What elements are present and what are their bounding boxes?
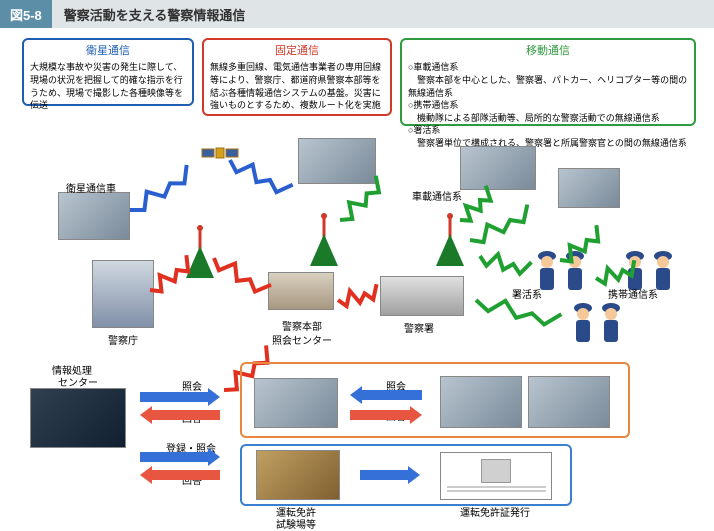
mobile-box-line2b: 機動隊による部隊活動等、局所的な警察活動での無線通信系 [408,112,688,125]
satellite-comm-box: 衛星通信 大規模な事故や災害の発生に際して、現場の状況を把握して的確な指示を行う… [22,38,194,106]
fixed-box-text: 無線多重回線、電気通信事業者の専用回線等により、警察庁、都道府県警察本部等を結ぶ… [210,61,384,111]
mobile-box-line3: ○署活系 [408,124,688,137]
comm-tower-3 [432,212,468,268]
helicopter-photo [298,138,376,184]
figure-title: 警察活動を支える警察情報通信 [52,5,246,24]
kaitou-label-3: 回答 [386,408,406,423]
mobile-box-title: 移動通信 [408,44,688,59]
police-label: 警察署 [404,320,434,335]
officer-icon [570,300,596,349]
figure-header: 図5-8 警察活動を支える警察情報通信 [0,0,714,28]
shoukai-label-2: 照会 [386,378,406,393]
license-label: 運転免許証発行 [460,504,530,519]
satcar-label: 衛星通信車 [66,180,116,195]
kaitou-label-2: 回答 [182,472,202,487]
fixed-box-title: 固定通信 [210,44,384,59]
mobile-comm-box: 移動通信 ○車載通信系 警察本部を中心とした、警察署、パトカー、ヘリコプター等の… [400,38,696,126]
satellite-icon [200,138,240,168]
satellite-box-text: 大規模な事故や災害の発生に際して、現場の状況を把握して的確な指示を行うため、現場… [30,61,186,111]
station-label: 署活系 [512,286,542,301]
satellite-car-photo [58,192,130,240]
comm-tower-1 [182,224,218,280]
police-station-photo [380,276,464,316]
officer-icon [562,248,588,297]
kaitou-label: 回答 [182,410,202,425]
figure-number: 図5-8 [0,0,52,28]
npa-building-photo [92,260,154,328]
inquiry-label: 照会センター [272,332,332,347]
processing-center-photo [30,388,126,448]
license-card [440,452,552,500]
npa-label: 警察庁 [108,332,138,347]
satellite-box-title: 衛星通信 [30,44,186,59]
inquiry-group-box [240,362,630,438]
patrol-car-photo [558,168,620,208]
hq-label: 警察本部 [282,318,322,333]
mobile-box-line1: ○車載通信系 [408,61,688,74]
portable-label: 携帯通信系 [608,286,658,301]
fixed-comm-box: 固定通信 無線多重回線、電気通信事業者の専用回線等により、警察庁、都道府県警察本… [202,38,392,116]
shoukai-label: 照会 [182,378,202,393]
mobile-box-line1b: 警察本部を中心とした、警察署、パトカー、ヘリコプター等の間の無線通信系 [408,74,688,99]
mobile-box-line2: ○携帯通信系 [408,99,688,112]
mobile-box-line3b: 警察署単位で構成される、警察署と所属警察官との間の無線通信系 [408,137,688,150]
ship-photo [460,146,536,190]
hq-building-photo [268,272,334,310]
touroku-label: 登録・照会 [166,440,216,455]
examsite-label: 試験場等 [276,516,316,531]
center-label: センター [58,374,98,389]
officer-icon [598,300,624,349]
comm-tower-2 [306,212,342,268]
vehicle-label: 車載通信系 [412,188,462,203]
